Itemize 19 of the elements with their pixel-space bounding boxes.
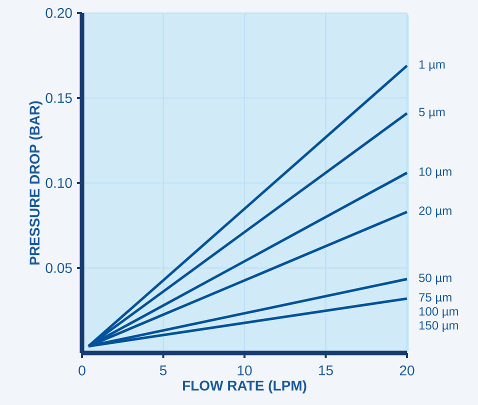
series-label: 1 µm: [419, 60, 445, 72]
series-label: 75 µm: [419, 293, 452, 304]
y-tick-label: 0.20: [46, 8, 72, 18]
y-axis-title: PRESSURE DROP (BAR): [29, 101, 42, 265]
text: 100 µm: [419, 307, 458, 318]
y-tick-label: 0.10: [46, 178, 72, 188]
x-tick-label: 5: [160, 366, 167, 376]
series-label: 5 µm: [419, 108, 445, 119]
series-label: 50 µm: [419, 274, 452, 284]
x-axis-title: FLOW RATE (LPM): [182, 380, 306, 394]
y-tick-label: 0.15: [46, 93, 72, 103]
x-tick-label: 0: [78, 366, 86, 376]
x-tick-label: 10: [238, 366, 252, 376]
series-label: 20 µm: [419, 206, 452, 218]
x-tick-label: 20: [400, 366, 414, 376]
series-label: 10 µm: [419, 167, 452, 178]
y-tick-label: 0.05: [46, 263, 72, 273]
x-tick-label: 15: [319, 366, 333, 376]
text: 150 µm: [419, 321, 458, 332]
